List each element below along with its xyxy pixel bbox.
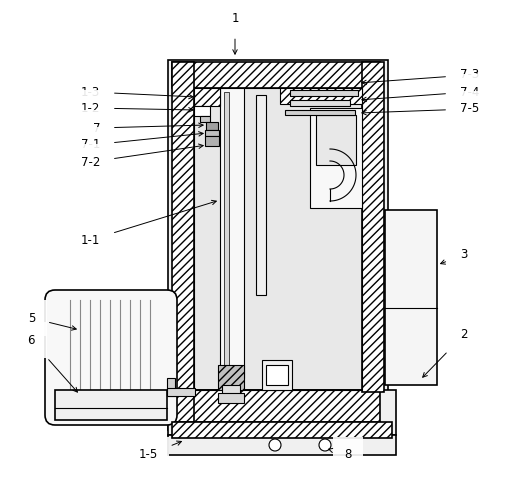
Bar: [172, 422, 392, 438]
Bar: [290, 100, 350, 106]
Bar: [172, 62, 194, 422]
Bar: [316, 115, 356, 165]
Text: 1-5: 1-5: [138, 441, 181, 462]
Text: 1-2: 1-2: [80, 101, 193, 114]
Bar: [262, 360, 292, 390]
Bar: [168, 390, 396, 435]
Bar: [167, 378, 175, 396]
Bar: [285, 110, 355, 115]
Bar: [362, 62, 384, 392]
Bar: [172, 62, 380, 88]
Text: 7-1: 7-1: [80, 132, 203, 152]
Bar: [224, 92, 229, 374]
Bar: [290, 90, 358, 96]
Bar: [167, 388, 195, 396]
Bar: [200, 116, 210, 122]
Text: 5: 5: [28, 312, 76, 330]
Bar: [310, 108, 362, 208]
Bar: [222, 385, 240, 397]
Text: 1-1: 1-1: [80, 200, 216, 247]
Text: 7: 7: [93, 121, 203, 135]
Bar: [194, 88, 220, 106]
Text: 7-2: 7-2: [80, 144, 203, 168]
Text: 6: 6: [28, 333, 77, 392]
Bar: [218, 365, 244, 390]
Text: 2: 2: [423, 329, 467, 377]
Bar: [218, 393, 244, 403]
Circle shape: [319, 439, 331, 451]
Bar: [206, 122, 218, 130]
Bar: [55, 390, 167, 420]
Text: 1: 1: [231, 11, 239, 54]
Bar: [168, 435, 396, 455]
Bar: [220, 88, 244, 378]
Bar: [205, 130, 219, 136]
Bar: [194, 106, 210, 116]
Bar: [172, 390, 380, 422]
Bar: [194, 88, 362, 390]
Text: 7-5: 7-5: [362, 102, 479, 115]
Text: 7-3: 7-3: [362, 69, 479, 84]
Bar: [168, 60, 388, 430]
Bar: [280, 88, 362, 104]
Text: 8: 8: [329, 448, 352, 462]
Bar: [256, 95, 266, 295]
Bar: [205, 136, 219, 146]
Text: 7-4: 7-4: [362, 85, 479, 101]
Text: 1-3: 1-3: [81, 85, 193, 99]
Circle shape: [269, 439, 281, 451]
FancyBboxPatch shape: [45, 290, 177, 425]
Bar: [385, 210, 437, 385]
Bar: [266, 365, 288, 385]
Bar: [194, 88, 362, 390]
Text: 3: 3: [441, 248, 467, 264]
